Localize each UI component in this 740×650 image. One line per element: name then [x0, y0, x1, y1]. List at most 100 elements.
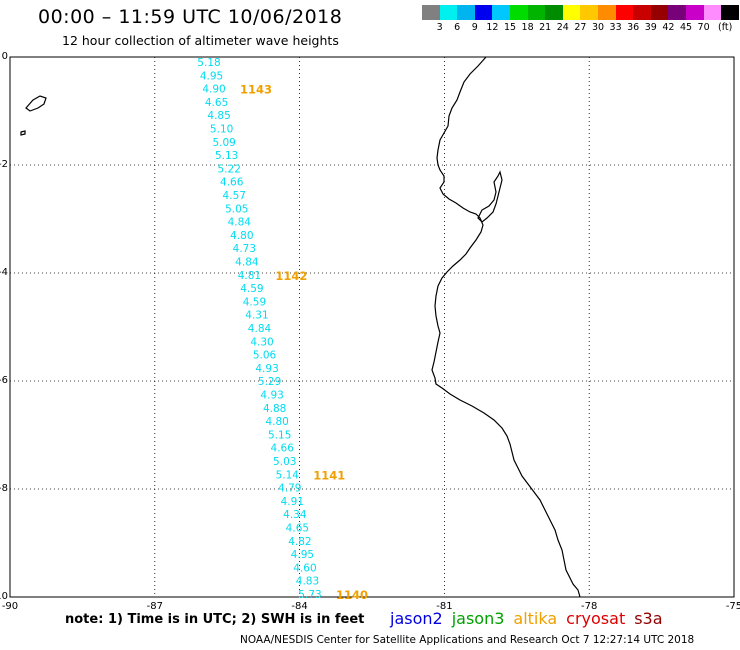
swh-value: 4.60: [293, 562, 316, 574]
swh-value: 4.59: [243, 296, 266, 308]
coastline: [20, 56, 581, 598]
swh-value: 4.30: [250, 336, 273, 348]
color-swatch: [474, 5, 493, 20]
color-scale-label: 21: [539, 22, 552, 33]
swh-value: 4.84: [235, 257, 259, 269]
swh-value: 5.13: [215, 150, 238, 162]
swh-value: 4.82: [288, 536, 311, 548]
color-swatch: [580, 5, 598, 20]
color-scale-label: 33: [609, 22, 622, 33]
swh-value: 4.80: [230, 230, 253, 242]
color-scale-label: 30: [591, 22, 605, 33]
swh-value: 5.15: [268, 429, 291, 441]
pass-number: 1142: [275, 269, 307, 283]
note-text: note: 1) Time is in UTC; 2) SWH is in fe…: [65, 612, 365, 627]
swh-value: 5.03: [273, 456, 296, 468]
color-swatch: [492, 5, 510, 20]
swh-value: 4.93: [255, 363, 278, 375]
map-title: 00:00 – 11:59 UTC 10/06/2018: [38, 6, 343, 28]
color-scale-label: 36: [627, 22, 640, 33]
swh-value: 5.10: [210, 124, 233, 136]
color-swatch: [597, 5, 616, 20]
latitude-labels: 0 -2 -4 -6 -8 -10: [0, 51, 8, 602]
longitude-label: -78: [581, 601, 597, 612]
color-scale-label: (ft): [718, 22, 733, 33]
color-swatch: [562, 5, 581, 20]
swh-value: 5.05: [225, 203, 248, 215]
latitude-label: -2: [0, 159, 8, 170]
color-scale-label: 45: [679, 22, 693, 33]
color-scale-label: 42: [662, 22, 675, 33]
color-scale-label: 6: [454, 22, 461, 33]
pass-number: 1140: [336, 588, 368, 602]
swh-value: 5.73: [298, 589, 321, 601]
swh-value: 4.31: [245, 310, 268, 322]
swh-value: 4.79: [278, 483, 301, 495]
color-swatch: [545, 5, 563, 20]
legend-jason2: jason2: [390, 609, 443, 628]
swh-value: 4.81: [238, 270, 261, 282]
swh-value: 4.80: [265, 416, 288, 428]
legend-jason3: jason3: [451, 609, 505, 628]
swh-value: 4.95: [291, 549, 314, 561]
color-swatch: [527, 5, 546, 20]
color-scale-label: 3: [436, 22, 443, 33]
swh-value: 4.95: [200, 70, 223, 82]
swh-value: 4.66: [220, 177, 244, 189]
credit-line: NOAA/NESDIS Center for Satellite Applica…: [240, 634, 695, 646]
swh-value: 4.65: [286, 523, 309, 535]
swh-value: 4.90: [202, 84, 225, 96]
swh-value: 4.88: [263, 403, 286, 415]
color-scale-label: 27: [574, 22, 587, 33]
color-scale-labels: 3 6 9 12 15 18 21 24 27 30 33 36 39 42 45 70 (ft): [422, 22, 740, 36]
longitude-label: -75: [726, 601, 740, 612]
map-grid: [10, 57, 734, 597]
longitude-label: -90: [2, 601, 18, 612]
satellite-legend: jason2 jason3 altika cryosat s3a: [390, 609, 672, 628]
color-swatch: [615, 5, 634, 20]
swh-value: 4.59: [240, 283, 263, 295]
legend-altika: altika: [513, 609, 558, 628]
color-scale-label: 9: [471, 22, 478, 33]
swh-value: 4.91: [281, 496, 304, 508]
color-scale-label: 39: [644, 22, 657, 33]
color-scale-label: 24: [556, 22, 569, 33]
latitude-label: -10: [0, 591, 8, 602]
color-swatch: [685, 5, 704, 20]
swh-value: 4.85: [207, 110, 230, 122]
pass-numbers: 1143 1142 1141 1140: [240, 83, 368, 602]
color-swatch: [633, 5, 651, 20]
color-swatch: [457, 5, 475, 20]
latitude-label: 0: [2, 51, 8, 62]
legend-cryosat: cryosat: [566, 609, 626, 628]
swh-value: 5.09: [212, 137, 235, 149]
color-swatch: [721, 5, 739, 20]
swh-value: 4.65: [205, 97, 228, 109]
latitude-label: -8: [0, 483, 8, 494]
swh-value: 4.73: [233, 243, 256, 255]
color-scale-label: 18: [521, 22, 534, 33]
color-scale-bar: [422, 5, 739, 20]
swh-value: 4.66: [271, 443, 295, 455]
color-swatch: [650, 5, 669, 20]
swh-value: 5.29: [258, 376, 281, 388]
map-subtitle: 12 hour collection of altimeter wave hei…: [62, 33, 339, 48]
legend-s3a: s3a: [634, 609, 663, 628]
swh-value: 4.83: [296, 576, 319, 588]
map-frame: [9, 56, 735, 598]
latitude-label: -4: [0, 267, 8, 278]
longitude-label: -87: [147, 601, 163, 612]
swh-value: 5.18: [197, 57, 220, 69]
color-swatch: [703, 5, 722, 20]
color-swatch: [668, 5, 686, 20]
color-swatch: [439, 5, 458, 20]
swh-track: 5.184.954.904.654.855.105.095.135.224.66…: [197, 57, 321, 601]
swh-value: 5.14: [276, 469, 300, 481]
swh-value: 5.22: [218, 163, 241, 175]
color-scale-label: 70: [697, 22, 710, 33]
swh-value: 4.84: [248, 323, 272, 335]
pass-number: 1141: [313, 468, 345, 482]
pass-number: 1143: [240, 83, 272, 97]
color-swatch: [509, 5, 528, 20]
